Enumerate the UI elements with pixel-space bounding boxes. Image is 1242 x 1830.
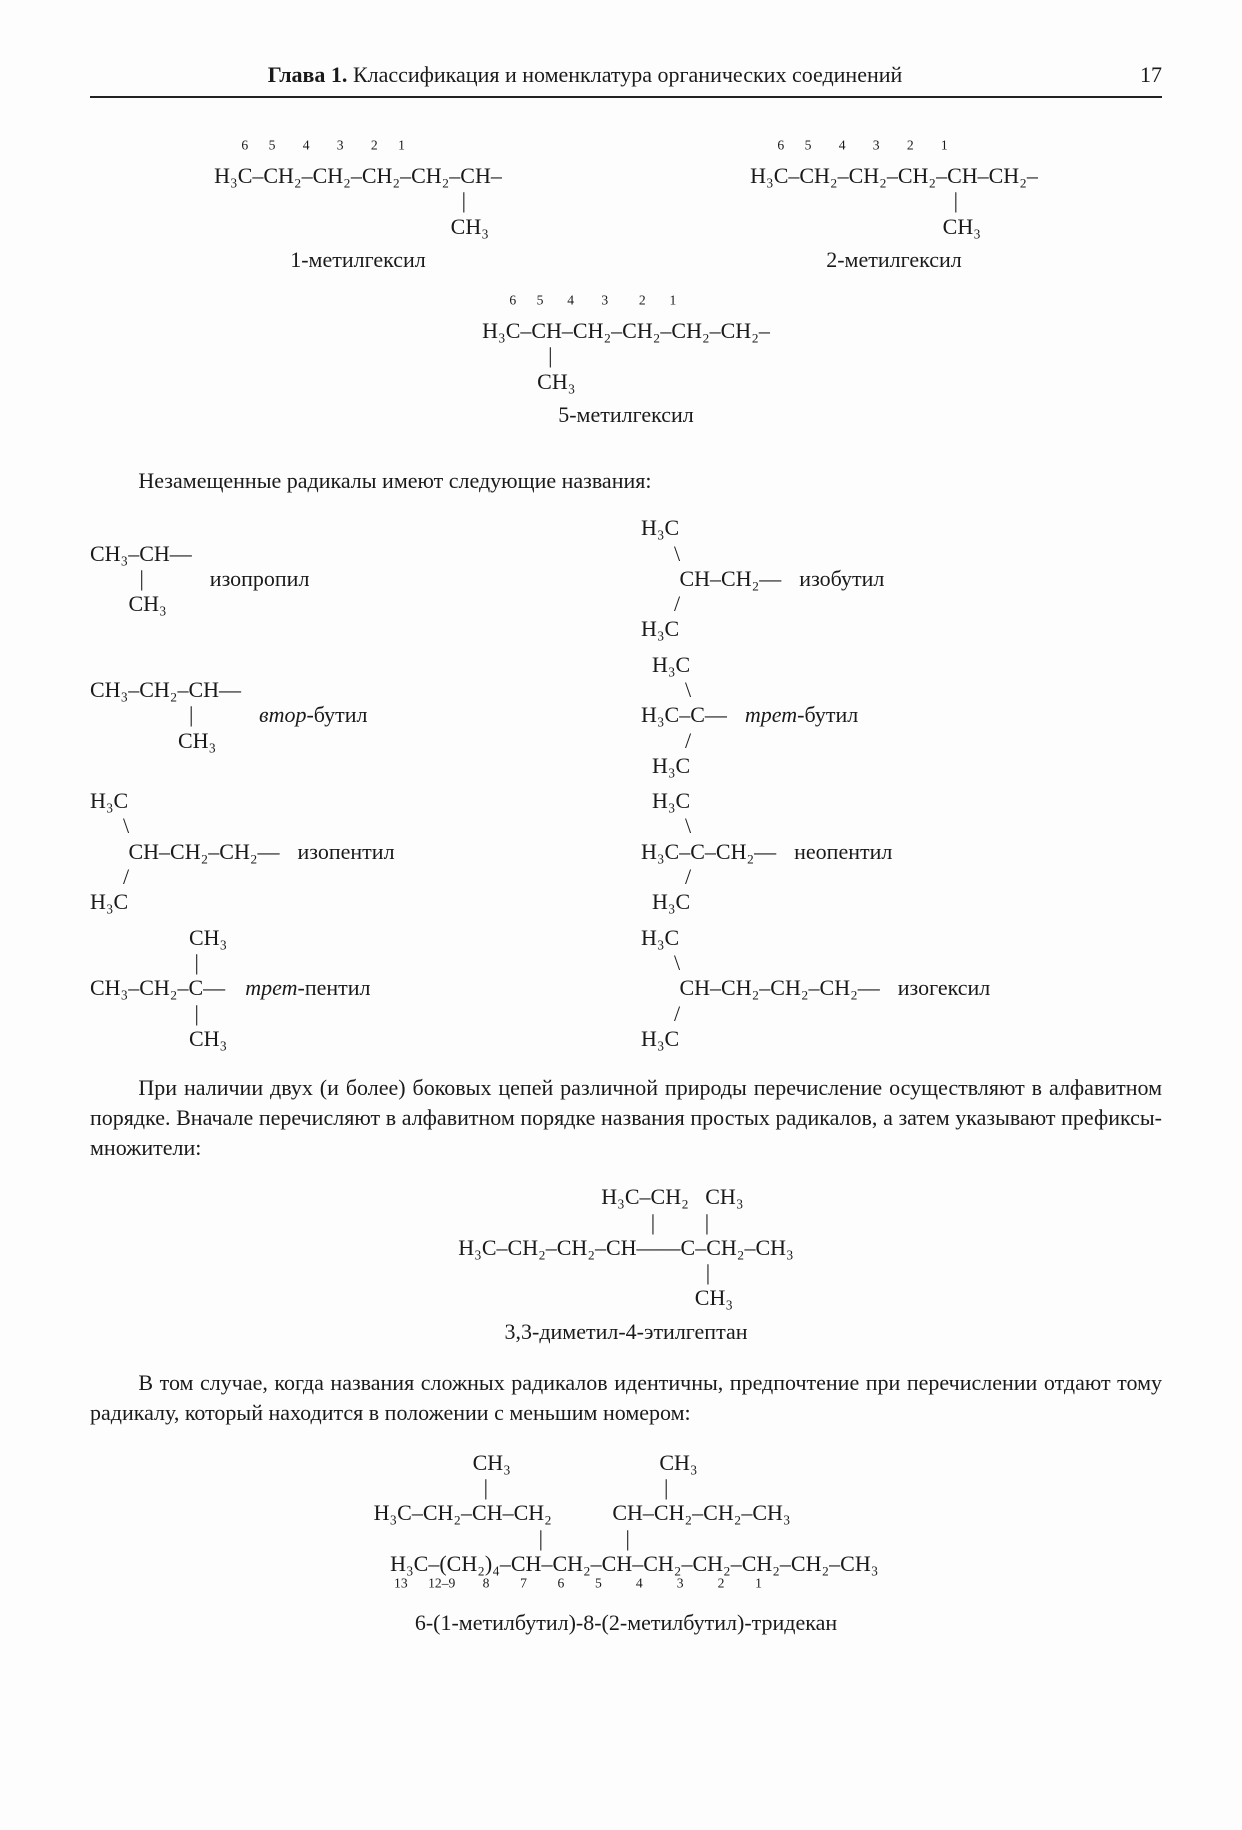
formula-2-methylhexyl: 6 5 4 3 2 1 H₃C–CH₂–CH₂–CH₂–CH–CH₂– | CH… [750,138,1038,239]
label-2-methylhexyl: 2-метилгексил [750,245,1038,275]
radical-tertpentyl: CH₃ | CH₃–CH₂–C— | CH₃ трет-пентил [90,925,611,1051]
name-neopentyl: неопентил [794,837,892,867]
formula-1-methylhexyl: 6 5 4 3 2 1 H₃C–CH₂–CH₂–CH₂–CH₂–CH– | CH… [214,138,502,239]
name-isopentyl: изопентил [298,837,395,867]
name-isobutyl: изобутил [799,564,884,594]
radical-5-methylhexyl: 6 5 4 3 2 1 H₃C–CH–CH₂–CH₂–CH₂–CH₂– | CH… [482,293,770,430]
label-5-methylhexyl: 5-метилгексил [482,400,770,430]
structure-tridecane: CH₃ CH₃ | | H₃C–CH₂–CH–CH₂ CH–CH₂–CH₂–CH… [90,1450,1162,1638]
formula-isopentyl: H₃C \ CH–CH₂–CH₂— / H₃C [90,788,280,914]
radical-secbutyl: CH₃–CH₂–CH— | CH₃ втор-бутил [90,652,611,778]
name-tertpentyl: трет-пентил [245,973,370,1003]
radical-1-methylhexyl: 6 5 4 3 2 1 H₃C–CH₂–CH₂–CH₂–CH₂–CH– | CH… [214,138,502,275]
name-isopropyl: изопропил [210,564,310,594]
label-dimethylethylheptane: 3,3-диметил-4-этилгептан [90,1317,1162,1347]
radical-neopentyl: H₃C \ H₃C–C–CH₂— / H₃C неопентил [641,788,1162,914]
chapter-text: Классификация и номенклатура органически… [353,62,902,87]
radical-tertbutyl: H₃C \ H₃C–C— / H₃C трет-бутил [641,652,1162,778]
formula-tertpentyl: CH₃ | CH₃–CH₂–C— | CH₃ [90,925,227,1051]
formula-tridecane: CH₃ CH₃ | | H₃C–CH₂–CH–CH₂ CH–CH₂–CH₂–CH… [374,1450,879,1602]
chapter-title: Глава 1. Классификация и номенклатура ор… [90,60,1080,90]
section-heading: Незамещенные радикалы имеют следующие на… [90,466,1162,496]
chapter-number: Глава 1. [268,62,348,87]
formula-isohexyl: H₃C \ CH–CH₂–CH₂–CH₂— / H₃C [641,925,880,1051]
name-secbutyl: втор-бутил [259,700,368,730]
formula-secbutyl: CH₃–CH₂–CH— | CH₃ [90,677,241,753]
named-radicals-grid: CH₃–CH— | CH₃ изопропил H₃C \ CH–CH₂— / … [90,515,1162,1051]
formula-isobutyl: H₃C \ CH–CH₂— / H₃C [641,515,781,641]
structure-dimethylethylheptane: H₃C–CH₂ CH₃ | | H₃C–CH₂–CH₂–CH——C–CH₂–CH… [90,1184,1162,1346]
formula-neopentyl: H₃C \ H₃C–C–CH₂— / H₃C [641,788,776,914]
radical-isohexyl: H₃C \ CH–CH₂–CH₂–CH₂— / H₃C изогексил [641,925,1162,1051]
top-radicals-row-1: 6 5 4 3 2 1 H₃C–CH₂–CH₂–CH₂–CH₂–CH– | CH… [90,138,1162,275]
name-tertbutyl: трет-бутил [745,700,858,730]
formula-tertbutyl: H₃C \ H₃C–C— / H₃C [641,652,727,778]
paragraph-alphabetical: При наличии двух (и более) боковых цепей… [90,1073,1162,1162]
formula-isopropyl: CH₃–CH— | CH₃ [90,541,192,617]
formula-dimethylethylheptane: H₃C–CH₂ CH₃ | | H₃C–CH₂–CH₂–CH——C–CH₂–CH… [458,1184,793,1310]
top-radicals-row-2: 6 5 4 3 2 1 H₃C–CH–CH₂–CH₂–CH₂–CH₂– | CH… [90,293,1162,430]
formula-5-methylhexyl: 6 5 4 3 2 1 H₃C–CH–CH₂–CH₂–CH₂–CH₂– | CH… [482,293,770,394]
radical-isopropyl: CH₃–CH— | CH₃ изопропил [90,515,611,641]
name-isohexyl: изогексил [898,973,991,1003]
radical-isopentyl: H₃C \ CH–CH₂–CH₂— / H₃C изопентил [90,788,611,914]
radical-2-methylhexyl: 6 5 4 3 2 1 H₃C–CH₂–CH₂–CH₂–CH–CH₂– | CH… [750,138,1038,275]
radical-isobutyl: H₃C \ CH–CH₂— / H₃C изобутил [641,515,1162,641]
label-1-methylhexyl: 1-метилгексил [214,245,502,275]
label-tridecane: 6-(1-метилбутил)-8-(2-метилбутил)-тридек… [90,1608,1162,1638]
page-number: 17 [1100,60,1162,90]
paragraph-identical-radicals: В том случае, когда названия сложных рад… [90,1368,1162,1427]
page-header: Глава 1. Классификация и номенклатура ор… [90,60,1162,98]
